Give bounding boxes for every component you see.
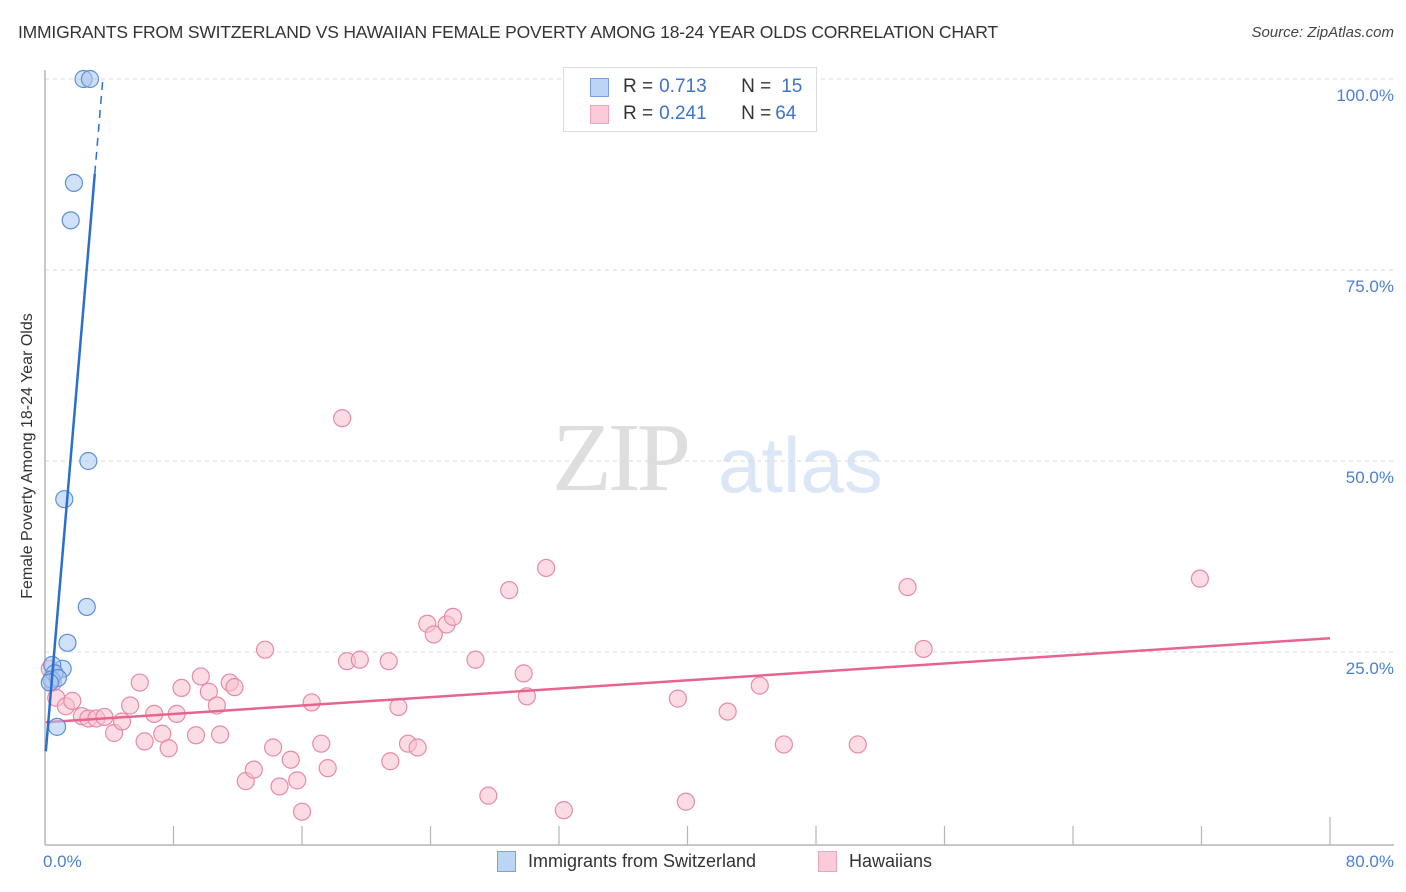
pink-swatch-icon	[818, 851, 837, 872]
switzerland-point	[64, 173, 84, 193]
switzerland-point	[79, 451, 98, 471]
chart-title: IMMIGRANTS FROM SWITZERLAND VS HAWAIIAN …	[18, 22, 998, 42]
hawaiians-point	[130, 673, 149, 692]
legend-item-hawaiians[interactable]: Hawaiians	[818, 851, 932, 872]
hawaiians-point	[537, 558, 556, 578]
x-tick-max: 80.0%	[1345, 852, 1394, 871]
hawaiians-point	[350, 650, 369, 669]
hawaiians-trendline	[45, 637, 1331, 724]
hawaiians-point	[225, 678, 244, 697]
hawaiians-point	[210, 725, 230, 744]
hawaiians-point	[466, 650, 485, 669]
legend-row-switzerland: R = 0.713 N = 15	[590, 75, 802, 99]
hawaiians-point	[312, 734, 331, 753]
hawaiians-point	[408, 738, 427, 757]
n-label: N =	[741, 76, 772, 97]
hawaiians-point	[302, 693, 321, 712]
hawaiians-point	[514, 664, 533, 683]
hawaiians-point	[263, 738, 283, 757]
switzerland-point	[58, 633, 77, 652]
n-value: 15	[781, 76, 803, 97]
y-tick-100: 100.0%	[1336, 86, 1394, 105]
y-tick-75: 75.0%	[1345, 277, 1394, 296]
legend-label: Immigrants from Switzerland	[528, 851, 757, 871]
r-value: 0.713	[659, 76, 707, 97]
hawaiians-point	[63, 691, 82, 710]
hawaiians-point	[898, 577, 917, 597]
y-tick-50: 50.0%	[1345, 468, 1394, 487]
switzerland-point	[80, 69, 100, 89]
hawaiians-point	[676, 792, 695, 811]
hawaiians-point	[199, 682, 218, 701]
switzerland-trendline-extension	[94, 78, 104, 174]
y-axis-label: Female Poverty Among 18-24 Year Olds	[19, 313, 36, 599]
hawaiians-point	[135, 732, 154, 751]
hawaiians-point	[424, 625, 443, 644]
hawaiians-point	[914, 639, 933, 659]
series-legend: Immigrants from Switzerland Hawaiians	[0, 851, 1406, 877]
hawaiians-point	[668, 689, 687, 708]
hawaiians-point	[244, 760, 263, 779]
hawaiians-point	[774, 735, 793, 754]
switzerland-point	[55, 490, 74, 509]
hawaiians-point	[389, 697, 408, 717]
switzerland-trendline	[44, 173, 97, 752]
hawaiians-point	[750, 676, 769, 695]
switzerland-point	[77, 597, 96, 617]
hawaiians-point	[281, 750, 300, 769]
correlation-legend: R = 0.713 N = 15 R = 0.241 N = 64	[563, 67, 817, 132]
switzerland-point	[40, 673, 59, 692]
r-label: R =	[623, 103, 654, 124]
switzerland-point	[47, 717, 67, 736]
legend-item-switzerland[interactable]: Immigrants from Switzerland	[497, 851, 756, 872]
hawaiians-point	[159, 739, 178, 758]
hawaiians-point	[381, 752, 400, 771]
switzerland-point	[61, 211, 80, 230]
watermark-zip: ZIP	[552, 404, 691, 512]
hawaiians-point	[479, 786, 498, 805]
r-label: R =	[623, 76, 654, 97]
hawaiians-point	[255, 640, 275, 659]
x-tick-min: 0.0%	[43, 852, 82, 871]
hawaiians-point	[500, 581, 519, 600]
hawaiians-point	[121, 696, 140, 715]
hawaiians-point	[554, 801, 573, 820]
hawaiians-point	[288, 771, 307, 790]
hawaiians-point	[186, 726, 206, 745]
hawaiians-point	[848, 735, 867, 754]
hawaiians-point	[333, 409, 352, 428]
pink-swatch-icon	[590, 104, 609, 124]
hawaiians-point	[379, 652, 398, 671]
hawaiians-point	[112, 712, 132, 731]
hawaiians-point	[443, 607, 463, 626]
hawaiians-point	[718, 702, 737, 721]
hawaiians-point	[1190, 569, 1209, 588]
y-tick-25: 25.0%	[1345, 659, 1394, 678]
r-value: 0.241	[659, 103, 707, 124]
hawaiians-point	[172, 678, 191, 698]
hawaiians-point	[318, 759, 337, 778]
source-label: Source: ZipAtlas.com	[1251, 24, 1394, 41]
n-value: 64	[775, 103, 797, 124]
legend-row-hawaiians: R = 0.241 N = 64	[590, 102, 796, 126]
watermark-atlas: atlas	[718, 421, 883, 509]
blue-swatch-icon	[590, 77, 609, 97]
hawaiians-point	[292, 802, 312, 821]
hawaiians-point	[191, 667, 210, 686]
legend-label: Hawaiians	[849, 851, 933, 871]
hawaiians-point	[270, 777, 289, 796]
blue-swatch-icon	[497, 851, 516, 872]
n-label: N =	[741, 103, 772, 124]
